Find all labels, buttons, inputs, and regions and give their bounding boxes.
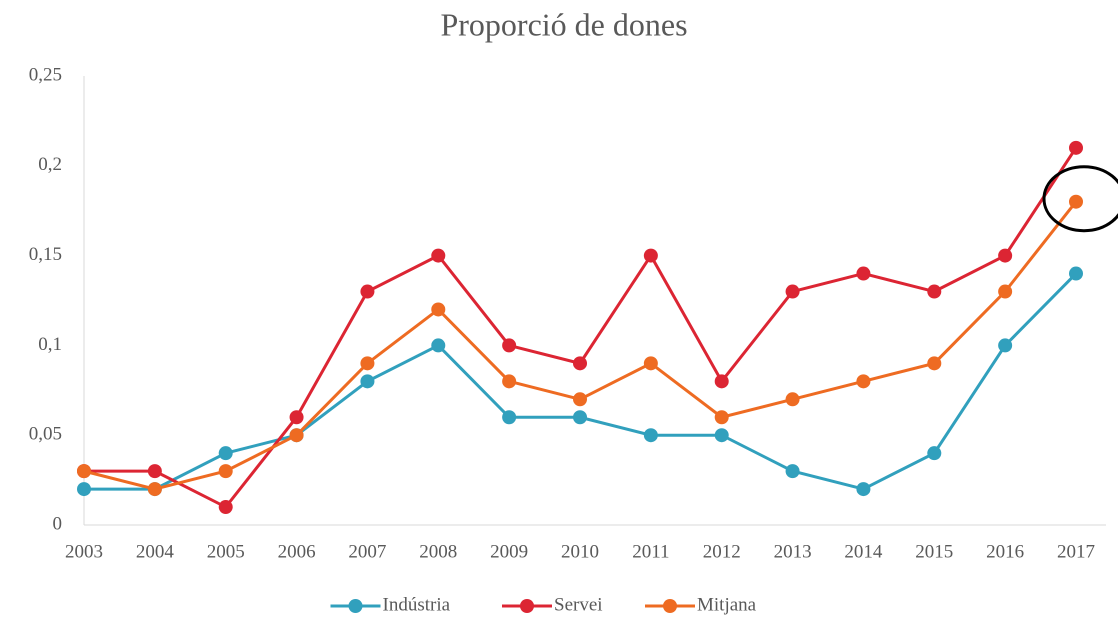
- y-tick-label: 0,25: [29, 64, 62, 85]
- data-point: [1069, 194, 1083, 209]
- data-point: [998, 248, 1013, 263]
- x-tick-label: 2017: [1057, 541, 1095, 562]
- data-point: [856, 266, 871, 281]
- legend-label: Indústria: [383, 594, 451, 615]
- y-tick-label: 0: [53, 513, 63, 534]
- data-point: [643, 428, 658, 443]
- x-tick-label: 2004: [136, 541, 175, 562]
- data-point: [714, 374, 729, 389]
- data-point: [360, 374, 375, 389]
- data-point: [856, 374, 871, 389]
- legend-label: Mitjana: [697, 594, 757, 615]
- series-line: [84, 147, 1078, 509]
- data-point: [643, 248, 658, 263]
- data-point: [502, 374, 517, 389]
- x-tick-label: 2011: [632, 541, 669, 562]
- x-tick-label: 2014: [844, 541, 883, 562]
- data-point: [573, 392, 587, 407]
- x-tick-label: 2005: [207, 541, 245, 562]
- legend-marker: [520, 599, 534, 613]
- x-tick-label: 2009: [490, 541, 528, 562]
- data-point: [785, 464, 800, 479]
- x-tick-label: 2010: [561, 541, 599, 562]
- data-point: [77, 464, 91, 479]
- data-point: [147, 482, 162, 497]
- data-point: [431, 248, 446, 263]
- data-point: [927, 356, 942, 371]
- data-point: [714, 428, 729, 443]
- data-point: [77, 482, 91, 497]
- x-tick-label: 2016: [986, 541, 1024, 562]
- series-line: [84, 272, 1078, 491]
- data-point: [289, 410, 304, 425]
- data-point: [927, 284, 942, 299]
- data-point: [218, 464, 233, 479]
- x-tick-label: 2003: [65, 541, 103, 562]
- data-point: [643, 356, 658, 371]
- data-point: [998, 338, 1013, 353]
- data-point: [218, 446, 233, 461]
- data-point: [573, 356, 587, 371]
- x-tick-label: 2008: [419, 541, 457, 562]
- y-tick-label: 0,1: [38, 334, 62, 355]
- data-point: [785, 284, 800, 299]
- data-point: [927, 446, 942, 461]
- data-point: [360, 356, 375, 371]
- data-point: [714, 410, 729, 425]
- data-point: [998, 284, 1013, 299]
- data-point: [147, 464, 162, 479]
- y-tick-label: 0,05: [29, 424, 62, 445]
- x-tick-label: 2012: [703, 541, 741, 562]
- chart-title: Proporció de dones: [440, 6, 687, 42]
- x-tick-label: 2007: [348, 541, 386, 562]
- legend-marker: [663, 599, 677, 613]
- legend-marker: [348, 599, 363, 613]
- y-tick-label: 0,2: [38, 154, 62, 175]
- data-point: [1069, 140, 1083, 155]
- series-line: [83, 200, 1078, 491]
- x-tick-label: 2015: [915, 541, 953, 562]
- data-point: [1069, 266, 1083, 281]
- legend-label: Servei: [554, 594, 603, 615]
- highlight-circle: [1042, 165, 1118, 233]
- x-tick-label: 2006: [278, 541, 316, 562]
- data-point: [431, 338, 446, 353]
- data-point: [502, 338, 517, 353]
- data-point: [856, 482, 871, 497]
- data-point: [502, 410, 517, 425]
- data-point: [573, 410, 587, 425]
- y-tick-label: 0,15: [29, 244, 62, 265]
- data-point: [360, 284, 375, 299]
- data-point: [289, 428, 304, 443]
- x-tick-label: 2013: [774, 541, 812, 562]
- data-point: [785, 392, 800, 407]
- data-point: [431, 302, 446, 317]
- data-point: [218, 500, 233, 515]
